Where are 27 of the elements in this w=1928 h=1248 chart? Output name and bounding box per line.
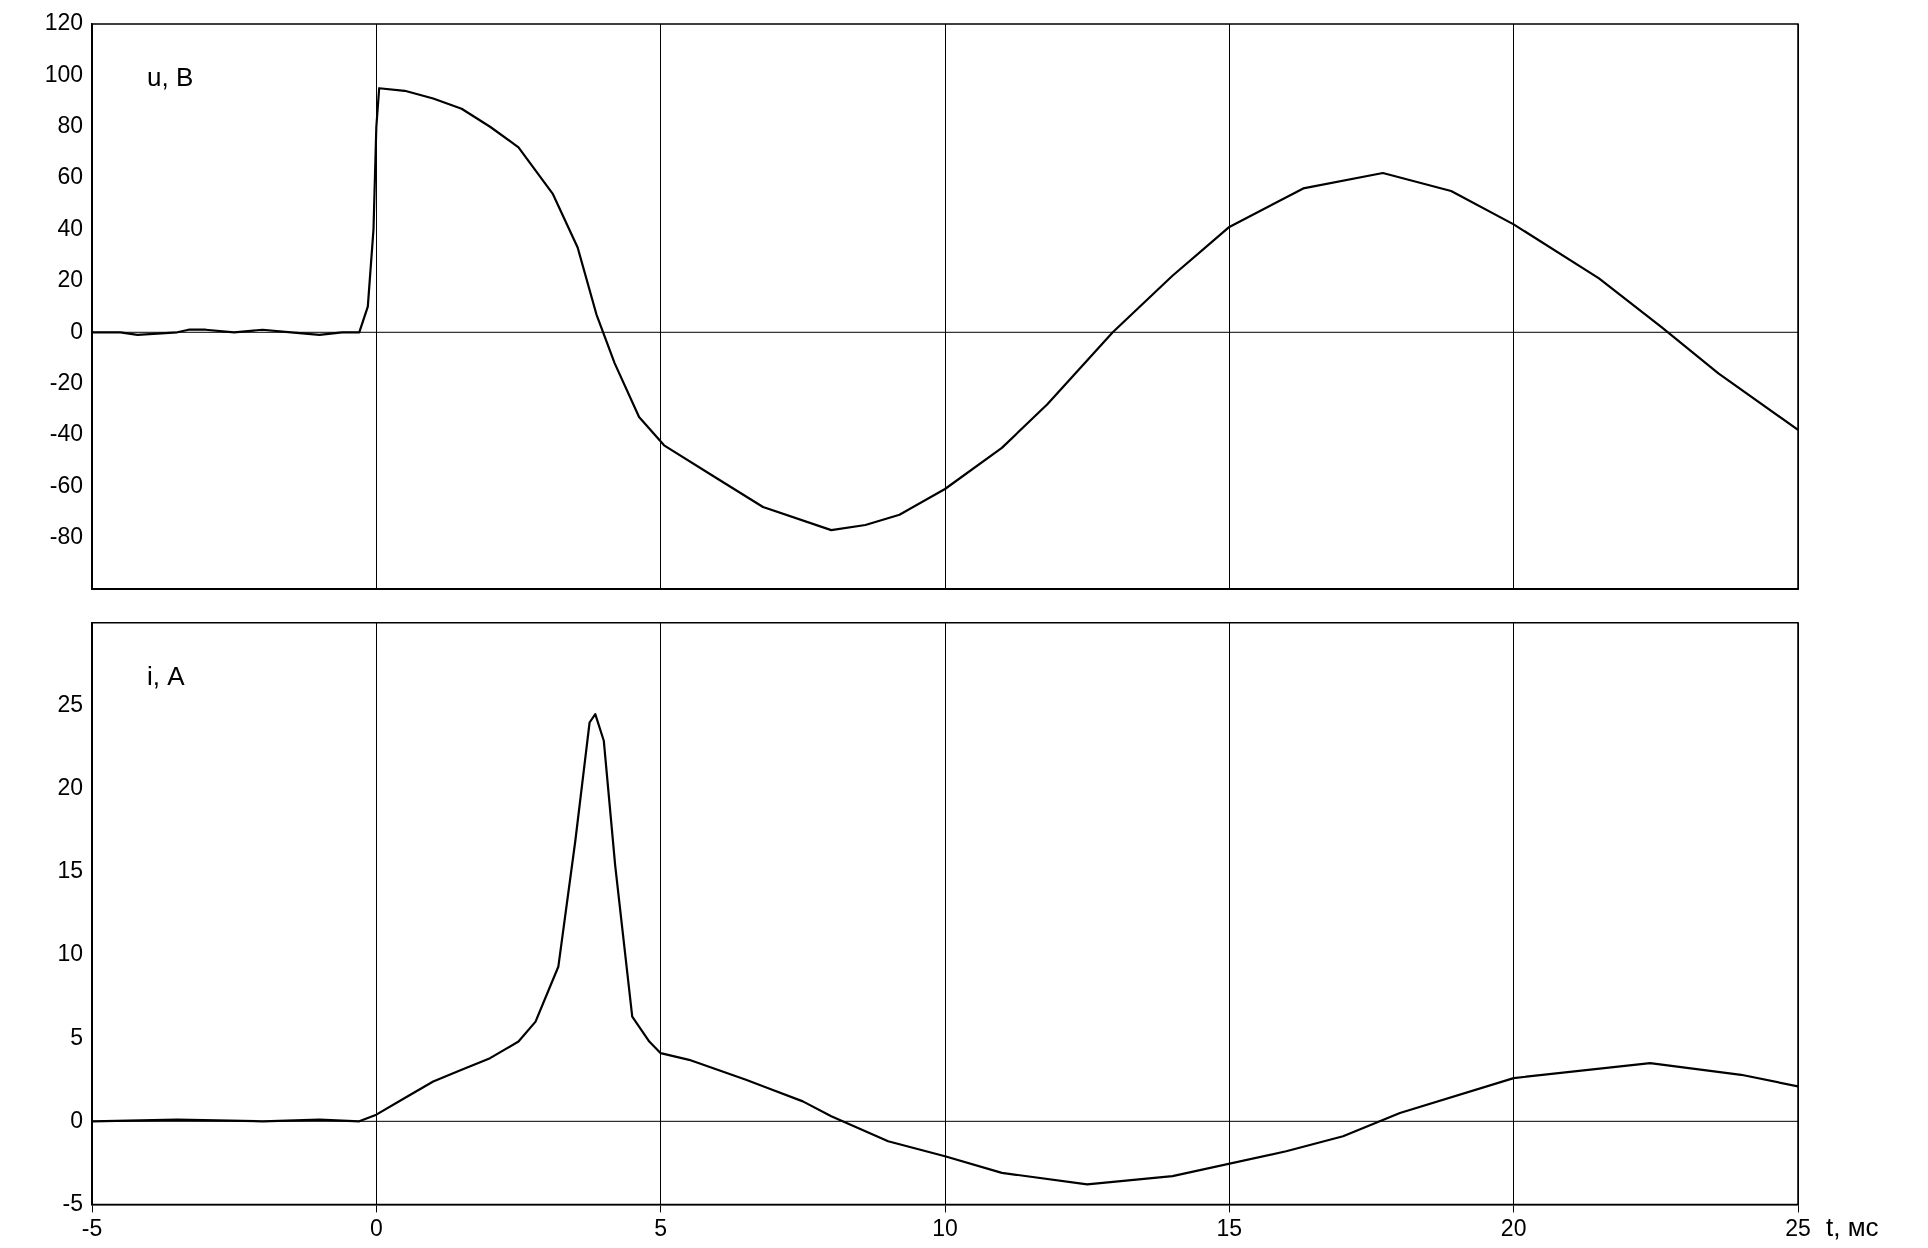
y-tick-label: 20 [57,266,83,293]
y-tick-label: 60 [57,163,83,190]
y-tick-label: 25 [57,691,83,718]
y-tick-label: -40 [49,420,83,447]
x-tick-label: 10 [932,1214,958,1241]
y-tick-label: 0 [70,1106,83,1133]
y-axis-title: i, А [147,660,186,691]
y-axis-title: u, В [147,62,194,93]
y-tick-label: 100 [44,60,83,87]
y-tick-label: -20 [49,369,83,396]
x-tick-label: 15 [1216,1214,1243,1241]
x-tick-label: 0 [369,1214,383,1241]
y-tick-label: 5 [70,1023,83,1050]
y-tick-label: -80 [49,523,83,550]
y-tick-label: 10 [57,940,83,967]
y-tick-label: 120 [44,9,83,36]
y-tick-label: 0 [70,317,83,344]
x-tick-label: 5 [654,1214,668,1241]
y-tick-label: 80 [57,112,83,139]
x-tick-label: 25 [1785,1214,1811,1241]
y-tick-label: -5 [62,1189,83,1216]
y-tick-label: -60 [49,471,83,498]
y-tick-label: 15 [57,857,83,884]
y-tick-label: 40 [57,214,83,241]
y-tick-label: 20 [57,774,83,801]
x-axis-title: t, мс [1826,1211,1879,1242]
x-tick-label: 20 [1500,1214,1527,1241]
